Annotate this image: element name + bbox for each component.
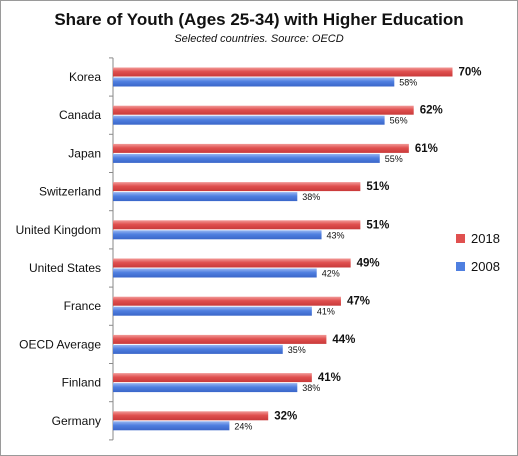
data-label-2008: 43%: [327, 230, 345, 240]
legend-swatch-2018: [456, 234, 465, 243]
legend-item-2008: 2008: [456, 259, 500, 274]
bar-2018: [113, 220, 361, 230]
bar-2008: [113, 306, 312, 316]
data-label-2018: 47%: [347, 296, 370, 308]
data-label-2018: 41%: [318, 372, 341, 384]
bar-2008: [113, 230, 322, 240]
bar-2018: [113, 67, 453, 77]
chart-title: Share of Youth (Ages 25-34) with Higher …: [54, 10, 464, 29]
chart-subtitle: Selected countries. Source: OECD: [174, 33, 344, 45]
data-label-2008: 41%: [317, 307, 335, 317]
data-label-2018: 32%: [274, 410, 297, 422]
legend-item-2018: 2018: [456, 231, 500, 246]
bar-2008: [113, 115, 385, 125]
legend-swatch-2008: [456, 262, 465, 271]
bar-2018: [113, 334, 327, 344]
data-label-2008: 42%: [322, 269, 340, 279]
data-label-2008: 38%: [302, 383, 320, 393]
bar-2018: [113, 258, 351, 268]
category-label: United States: [29, 261, 101, 275]
data-label-2008: 55%: [385, 154, 403, 164]
data-label-2018: 62%: [420, 105, 443, 117]
data-label-2018: 44%: [332, 334, 355, 346]
bar-2008: [113, 344, 283, 354]
bar-2008: [113, 153, 380, 163]
data-label-2018: 70%: [459, 67, 482, 79]
bar-2008: [113, 77, 395, 87]
bar-2018: [113, 182, 361, 192]
category-label: Canada: [59, 108, 101, 122]
bar-2008: [113, 383, 298, 393]
category-label: OECD Average: [19, 337, 101, 351]
category-label: France: [64, 299, 102, 313]
data-label-2018: 49%: [357, 258, 380, 270]
category-label: Switzerland: [39, 185, 101, 199]
legend-label-2018: 2018: [471, 231, 500, 246]
bar-2008: [113, 268, 317, 278]
legend-label-2008: 2008: [471, 259, 500, 274]
bar-2008: [113, 421, 230, 431]
category-label: Germany: [52, 414, 101, 428]
data-label-2018: 61%: [415, 143, 438, 155]
category-label: Japan: [68, 146, 101, 160]
bar-2008: [113, 192, 298, 202]
bar-2018: [113, 411, 269, 421]
data-label-2008: 35%: [288, 345, 306, 355]
category-label: Finland: [62, 376, 101, 390]
category-label: United Kingdom: [16, 223, 101, 237]
data-label-2008: 24%: [234, 421, 252, 431]
bar-2018: [113, 373, 312, 383]
data-label-2008: 38%: [302, 192, 320, 202]
data-label-2018: 51%: [366, 219, 389, 231]
category-label: Korea: [69, 70, 101, 84]
bar-2018: [113, 296, 341, 306]
data-label-2008: 58%: [399, 78, 417, 88]
data-label-2008: 56%: [390, 116, 408, 126]
bar-2018: [113, 105, 414, 115]
data-label-2018: 51%: [366, 181, 389, 193]
bar-2018: [113, 143, 409, 153]
